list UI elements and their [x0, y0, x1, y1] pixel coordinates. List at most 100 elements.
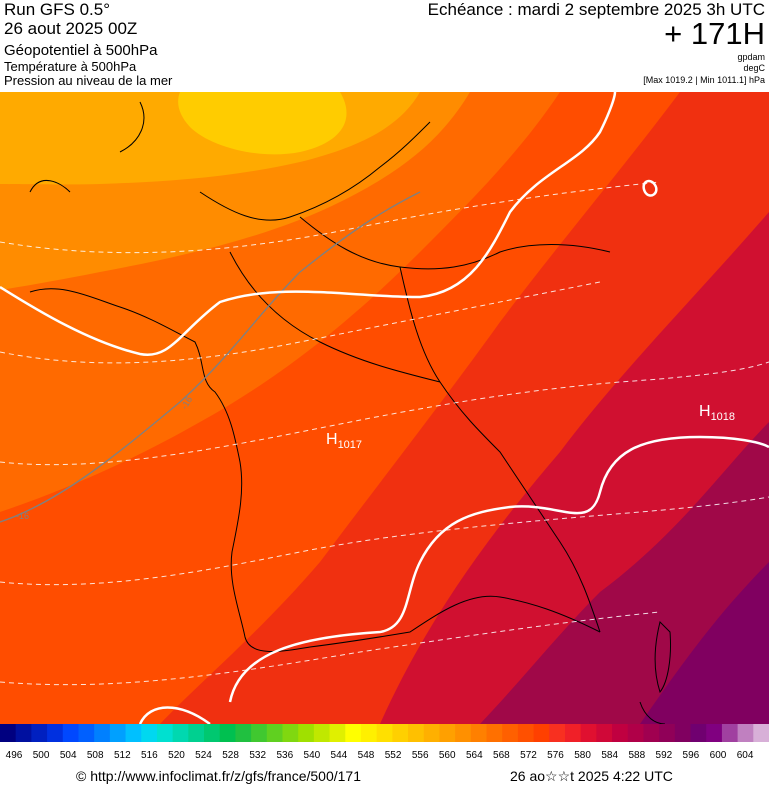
scale-ticks: 496 500 504 508 512 516 520 524 528 532 536 540 544 5…	[6, 750, 754, 761]
scale-swatch	[486, 724, 503, 742]
scale-swatch	[219, 724, 236, 742]
scale-tick-label: 520	[168, 750, 185, 761]
scale-swatch	[612, 724, 629, 742]
temperature-label: Température à 500hPa	[4, 59, 137, 74]
scale-swatch	[659, 724, 676, 742]
pressure-label: Pression au niveau de la mer	[4, 73, 173, 88]
unit-temperature: degC	[743, 63, 765, 73]
scale-tick-label: 556	[412, 750, 429, 761]
scale-swatch	[643, 724, 660, 742]
scale-tick-label: 500	[33, 750, 50, 761]
scale-tick-label: 600	[710, 750, 727, 761]
scale-swatch	[31, 724, 48, 742]
scale-swatches	[0, 724, 769, 742]
scale-tick-label: 552	[385, 750, 402, 761]
scale-swatch	[721, 724, 739, 742]
scale-swatch	[423, 724, 440, 742]
scale-swatch	[674, 724, 692, 742]
scale-tick-label: 516	[141, 750, 158, 761]
scale-tick-label: 512	[114, 750, 131, 761]
scale-swatch	[204, 724, 221, 742]
scale-tick-label: 572	[520, 750, 537, 761]
coastlines	[29, 101, 671, 724]
scale-swatch	[0, 724, 17, 742]
echeance-label: Echéance : mardi 2 septembre 2025 3h UTC	[427, 0, 765, 19]
scale-swatch	[78, 724, 95, 742]
scale-swatch	[235, 724, 252, 742]
scale-tick-label: 532	[249, 750, 266, 761]
scale-swatch	[94, 724, 111, 742]
scale-swatch	[690, 724, 707, 742]
scale-tick-label: 584	[601, 750, 618, 761]
run-title: Run GFS 0.5°	[4, 0, 111, 19]
unit-geopotential: gpdam	[737, 52, 765, 62]
scale-swatch	[627, 724, 644, 742]
scale-swatch	[109, 724, 127, 742]
scale-swatch	[266, 724, 283, 742]
scale-swatch	[533, 724, 550, 742]
scale-tick-label: 560	[439, 750, 456, 761]
scale-swatch	[172, 724, 189, 742]
scale-tick-label: 544	[331, 750, 348, 761]
isotherm-label-2: -16	[16, 511, 29, 521]
scale-swatch	[564, 724, 582, 742]
scale-tick-label: 588	[628, 750, 645, 761]
scale-swatch	[47, 724, 64, 742]
scale-tick-label: 504	[60, 750, 77, 761]
weather-map: H1017 H1018 -16 -16	[0, 92, 769, 724]
scale-tick-label: 576	[547, 750, 564, 761]
lead-time: + 171H	[664, 16, 765, 51]
scale-swatch	[455, 724, 472, 742]
scale-swatch	[329, 724, 346, 742]
scale-swatch	[408, 724, 425, 742]
variable-label: Géopotentiel à 500hPa	[4, 42, 158, 59]
scale-swatch	[156, 724, 174, 742]
scale-tick-label: 508	[87, 750, 104, 761]
scale-swatch	[502, 724, 519, 742]
scale-tick-label: 564	[466, 750, 483, 761]
scale-tick-label: 604	[737, 750, 754, 761]
scale-swatch	[188, 724, 205, 742]
footer-timestamp: 26 ao☆☆t 2025 4:22 UTC	[510, 768, 673, 784]
scale-swatch	[282, 724, 299, 742]
scale-swatch	[549, 724, 566, 742]
scale-tick-label: 568	[493, 750, 510, 761]
scale-swatch	[596, 724, 613, 742]
high-center-1017: H1017	[326, 431, 362, 451]
scale-tick-label: 536	[276, 750, 293, 761]
scale-tick-label: 592	[656, 750, 673, 761]
scale-swatch	[392, 724, 409, 742]
scale-swatch	[376, 724, 393, 742]
scale-swatch	[439, 724, 456, 742]
scale-swatch	[313, 724, 331, 742]
scale-swatch	[517, 724, 535, 742]
high-center-1018: H1018	[699, 403, 735, 423]
scale-swatch	[251, 724, 268, 742]
color-scale: 496 500 504 508 512 516 520 524 528 532 536 540 544 5…	[0, 724, 769, 761]
pressure-minmax: [Max 1019.2 | Min 1011.1] hPa	[643, 75, 765, 85]
scale-swatch	[580, 724, 597, 742]
scale-swatch	[737, 724, 754, 742]
scale-swatch	[360, 724, 378, 742]
band-yellow	[178, 92, 347, 155]
scale-tick-label: 548	[358, 750, 375, 761]
scale-swatch	[345, 724, 362, 742]
scale-swatch	[62, 724, 79, 742]
isobars	[0, 92, 769, 724]
run-date: 26 aout 2025 00Z	[4, 19, 138, 38]
scale-tick-label: 580	[574, 750, 591, 761]
scale-tick-label: 540	[304, 750, 321, 761]
scale-tick-label: 496	[6, 750, 23, 761]
isotherm-grey	[0, 191, 421, 523]
scale-swatch	[706, 724, 723, 742]
footer-url: © http://www.infoclimat.fr/z/gfs/france/…	[76, 768, 361, 784]
scale-tick-label: 528	[222, 750, 239, 761]
scale-swatch	[470, 724, 488, 742]
scale-swatch	[125, 724, 142, 742]
scale-swatch	[15, 724, 32, 742]
scale-tick-label: 596	[683, 750, 700, 761]
scale-tick-label: 524	[195, 750, 212, 761]
scale-swatch	[298, 724, 315, 742]
scale-swatch	[141, 724, 158, 742]
scale-swatch	[753, 724, 769, 742]
